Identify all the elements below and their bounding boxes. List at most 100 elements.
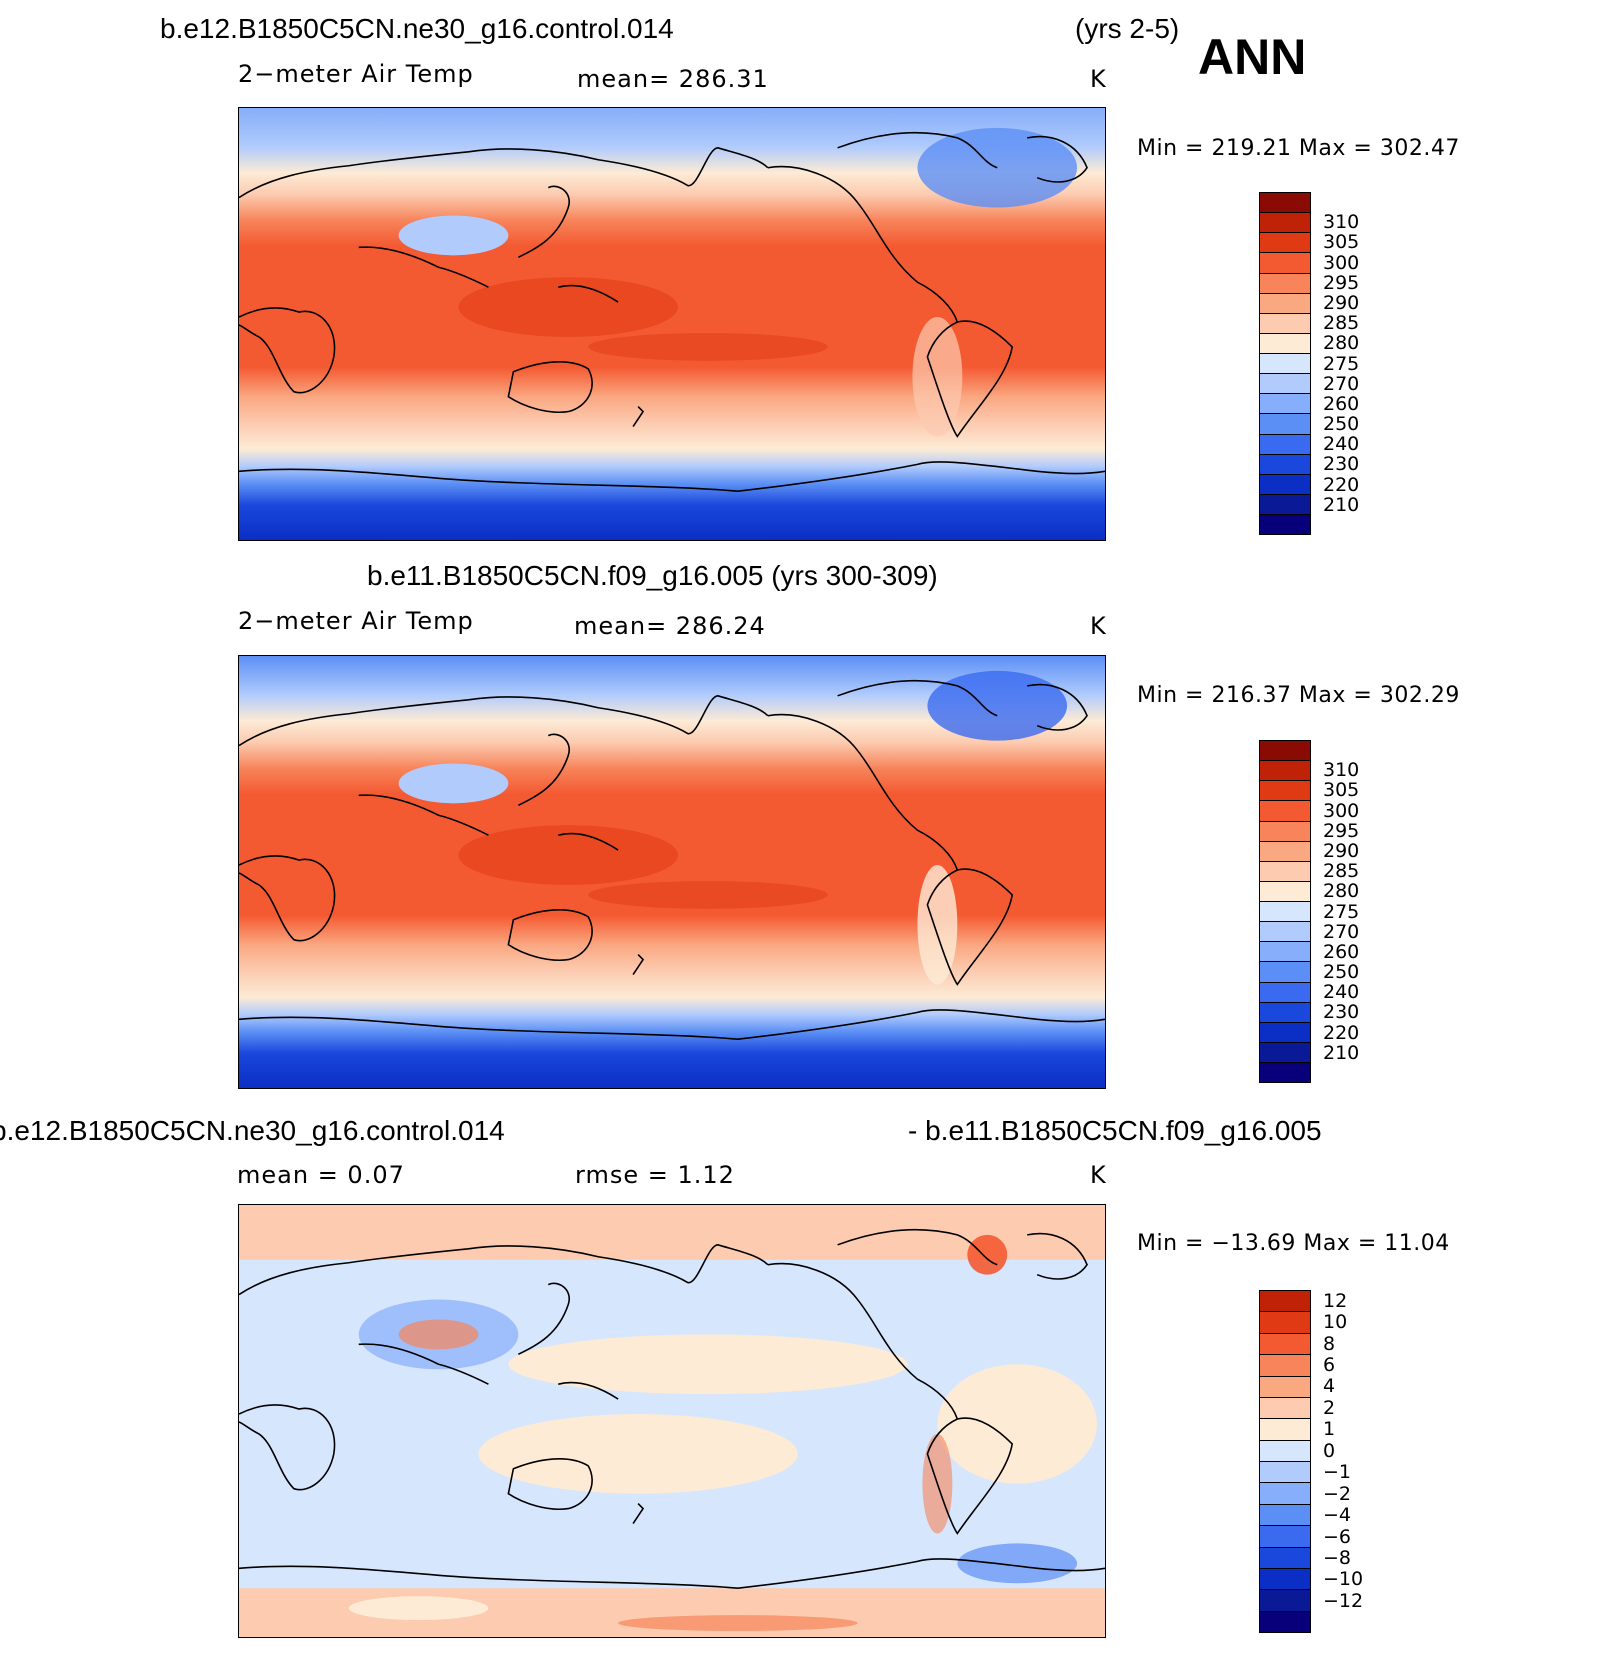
colorbar-swatch (1260, 253, 1310, 274)
colorbar-swatch (1260, 861, 1310, 882)
colorbar-swatch (1260, 1376, 1310, 1398)
colorbar-swatch (1260, 1526, 1310, 1548)
colorbar-label: 280 (1323, 880, 1360, 903)
panel2-units: K (1090, 612, 1107, 640)
colorbar-label: −1 (1323, 1461, 1352, 1484)
colorbar-swatch (1260, 1504, 1310, 1527)
panel3-minmax: Min = −13.69 Max = 11.04 (1137, 1231, 1450, 1256)
panel1-units: K (1090, 65, 1107, 93)
colorbar-swatch (1260, 741, 1310, 762)
panel1-minmax: Min = 219.21 Max = 302.47 (1137, 136, 1460, 161)
panel3-difference-map (238, 1204, 1106, 1638)
colorbar-swatch (1260, 982, 1310, 1003)
colorbar-swatch (1260, 1333, 1310, 1356)
colorbar-label: −12 (1323, 1589, 1364, 1612)
colorbar-label: 260 (1323, 940, 1360, 963)
colorbar-swatch (1260, 902, 1310, 923)
colorbar-swatch (1260, 1063, 1310, 1083)
colorbar-label: 300 (1323, 799, 1360, 822)
colorbar-swatch (1260, 1419, 1310, 1441)
colorbar-label: 0 (1323, 1439, 1336, 1462)
colorbar-swatch (1260, 1291, 1310, 1313)
panel1-mean: mean= 286.31 (577, 65, 769, 93)
colorbar-label: 280 (1323, 332, 1360, 355)
panel2-mean: mean= 286.24 (574, 612, 766, 640)
panel1-title: b.e12.B1850C5CN.ne30_g16.control.014 (160, 13, 674, 44)
colorbar-label: 295 (1323, 271, 1360, 294)
colorbar-label: −4 (1323, 1504, 1352, 1527)
colorbar-label: 6 (1323, 1354, 1336, 1377)
colorbar-label: −6 (1323, 1525, 1352, 1548)
colorbar-label: 220 (1323, 1021, 1360, 1044)
colorbar-swatch (1260, 394, 1310, 415)
colorbar-swatch (1260, 293, 1310, 314)
colorbar-swatch (1260, 821, 1310, 842)
colorbar-swatch (1260, 1547, 1310, 1569)
colorbar-label: 310 (1323, 211, 1360, 234)
colorbar-swatch (1260, 374, 1310, 395)
colorbar-swatch (1260, 454, 1310, 475)
colorbar-label: 210 (1323, 1041, 1360, 1064)
colorbar-label: 8 (1323, 1332, 1336, 1355)
colorbar-swatch (1260, 434, 1310, 455)
colorbar-label: −2 (1323, 1482, 1352, 1505)
colorbar-swatch (1260, 841, 1310, 862)
colorbar-label: −8 (1323, 1546, 1352, 1569)
colorbar-swatch (1260, 942, 1310, 963)
colorbar-label: 275 (1323, 352, 1360, 375)
colorbar-label: 2 (1323, 1396, 1336, 1419)
colorbar-label: 260 (1323, 392, 1360, 415)
colorbar-label: 275 (1323, 900, 1360, 923)
colorbar-swatch (1260, 1042, 1310, 1063)
colorbar-label: 12 (1323, 1289, 1348, 1312)
colorbar-swatch (1260, 1355, 1310, 1377)
colorbar-label: 250 (1323, 413, 1360, 436)
colorbar-label: 250 (1323, 961, 1360, 984)
colorbar-label: 285 (1323, 860, 1360, 883)
colorbar-label: 305 (1323, 231, 1360, 254)
colorbar-swatch (1260, 333, 1310, 354)
panel3-colorbar: 12 10 8 6 4 2 1 0 −1 −2 −4 −6 −8 −10 −12 (1259, 1290, 1363, 1633)
colorbar-label: 220 (1323, 473, 1360, 496)
colorbar-label: 290 (1323, 839, 1360, 862)
colorbar-swatch (1260, 801, 1310, 822)
colorbar-label: 230 (1323, 453, 1360, 476)
colorbar-swatch (1260, 193, 1310, 214)
colorbar-label: 305 (1323, 779, 1360, 802)
colorbar-swatch (1260, 1483, 1310, 1505)
colorbar-swatch (1260, 1462, 1310, 1484)
colorbar-swatch (1260, 213, 1310, 234)
panel1-years: (yrs 2-5) (1075, 13, 1180, 44)
colorbar-swatch (1260, 761, 1310, 782)
panel2-variable: 2−meter Air Temp (238, 607, 474, 635)
panel2-temperature-map (238, 655, 1106, 1089)
colorbar-swatch (1260, 313, 1310, 334)
colorbar-label: 285 (1323, 312, 1360, 335)
colorbar-label: −10 (1323, 1568, 1364, 1591)
colorbar-label: 210 (1323, 493, 1360, 516)
colorbar-label: 1 (1323, 1418, 1336, 1441)
panel2-colorbar: 310 305 300 295 290 285 280 275 270 260 250 240 230 2… (1259, 740, 1359, 1083)
season-label: ANN (1198, 29, 1307, 85)
colorbar-label: 4 (1323, 1375, 1336, 1398)
panel3-title: b.e12.B1850C5CN.ne30_g16.control.014 (0, 1115, 505, 1146)
panel1-temperature-map (238, 107, 1106, 541)
colorbar-label: 230 (1323, 1001, 1360, 1024)
colorbar-swatch (1260, 515, 1310, 535)
colorbar-swatch (1260, 1022, 1310, 1043)
colorbar-swatch (1260, 1611, 1310, 1632)
colorbar-swatch (1260, 922, 1310, 943)
colorbar-swatch (1260, 1590, 1310, 1612)
colorbar-swatch (1260, 1568, 1310, 1591)
colorbar-label: 310 (1323, 759, 1360, 782)
panel2-minmax: Min = 216.37 Max = 302.29 (1137, 683, 1460, 708)
panel1-colorbar: 310 305 300 295 290 285 280 275 270 260 250 240 230 2… (1259, 192, 1359, 535)
colorbar-swatch (1260, 962, 1310, 983)
colorbar-swatch (1260, 474, 1310, 495)
colorbar-label: 10 (1323, 1311, 1348, 1334)
colorbar-label: 270 (1323, 372, 1360, 395)
colorbar-swatch (1260, 881, 1310, 902)
colorbar-swatch (1260, 1397, 1310, 1420)
panel3-units: K (1090, 1161, 1107, 1189)
colorbar-swatch (1260, 494, 1310, 515)
